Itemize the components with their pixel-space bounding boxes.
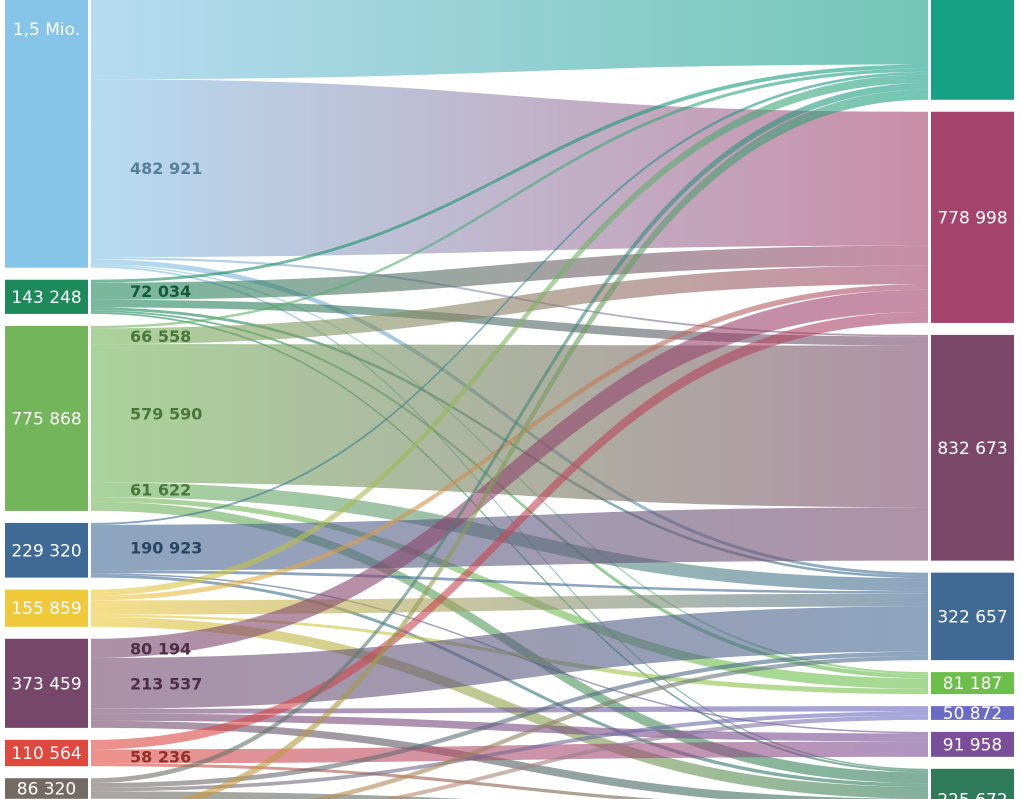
flow-s_darkgreen-t_teal xyxy=(91,64,928,283)
labels-layer: 482 921 72 034 66 558 579 590 61 622 190 923 8… xyxy=(11,20,1007,799)
flow-s_blue-t_plum xyxy=(91,257,928,337)
target-node-t_lime xyxy=(931,672,1014,695)
source-node-label: 86 320 xyxy=(17,780,76,799)
source-node-s_navy xyxy=(5,522,88,578)
flow-s_yellow-t_magenta xyxy=(91,284,928,601)
flow-s_gray-t_steel xyxy=(91,651,928,788)
source-node-label: 373 459 xyxy=(11,674,81,694)
nodes-layer xyxy=(5,0,1014,799)
target-node-label: 50 872 xyxy=(943,704,1002,724)
target-node-label: 832 673 xyxy=(937,439,1007,459)
flow-s_navy-t_forest xyxy=(91,574,928,787)
flow-s_red-t_forest xyxy=(91,763,660,799)
flow-value-label: 61 622 xyxy=(130,481,191,500)
flow-s_orange-t_indigo xyxy=(380,715,928,799)
flow-value-label: 72 034 xyxy=(130,282,191,301)
target-node-t_forest xyxy=(931,768,1014,799)
target-node-t_teal xyxy=(931,0,1014,100)
flow-value-label: 213 537 xyxy=(130,674,202,693)
source-node-s_purple xyxy=(5,638,88,728)
source-node-s_darkgreen xyxy=(5,279,88,314)
source-node-s_red xyxy=(5,739,88,767)
source-node-s_yellow xyxy=(5,589,88,627)
flow-s_gray-t_indigo xyxy=(91,711,928,792)
target-node-t_magenta xyxy=(931,111,1014,323)
flow-s_purple-t_violet xyxy=(91,713,928,742)
flow-value-label: 66 558 xyxy=(130,327,191,346)
source-node-s_green xyxy=(5,325,88,511)
source-node-label: 143 248 xyxy=(11,288,81,308)
target-node-t_violet xyxy=(931,731,1014,757)
target-node-label: 225 672 xyxy=(937,790,1007,799)
flow-s_red-t_magenta xyxy=(91,311,928,750)
flows-layer xyxy=(91,0,928,799)
flow-value-label: 80 194 xyxy=(130,639,191,658)
flow-s_green-t_teal xyxy=(91,68,928,329)
flow-s_gray-t_teal xyxy=(91,82,928,783)
source-node-label: 155 859 xyxy=(11,599,81,619)
target-node-t_steel xyxy=(931,572,1014,661)
target-node-label: 778 998 xyxy=(937,208,1007,228)
flow-s_purple-t_magenta xyxy=(91,289,928,658)
flow-value-label: 190 923 xyxy=(130,539,202,558)
source-node-label: 775 868 xyxy=(11,409,81,429)
flow-s_blue-t_teal xyxy=(91,0,928,80)
flow-s_green-t_magenta xyxy=(91,265,928,345)
source-node-s_gray xyxy=(5,778,88,799)
target-node-t_indigo xyxy=(931,706,1014,720)
flow-value-label: 58 236 xyxy=(130,747,191,766)
flow-s_purple-t_steel xyxy=(91,606,928,709)
flow-s_orange-t_steel xyxy=(309,655,928,799)
target-node-label: 81 187 xyxy=(943,674,1002,694)
flow-s_yellow-t_teal xyxy=(91,74,928,596)
source-node-label: 110 564 xyxy=(11,744,81,764)
source-node-label: 229 320 xyxy=(11,541,81,561)
source-node-s_blue xyxy=(5,0,88,268)
flow-s_darkgreen-t_magenta xyxy=(91,245,928,300)
flow-value-label: 579 590 xyxy=(130,404,202,423)
flow-s_blue-t_magenta xyxy=(91,79,928,258)
target-node-t_plum xyxy=(931,334,1014,561)
target-node-label: 91 958 xyxy=(943,735,1002,755)
flow-s_green-t_plum xyxy=(91,344,928,508)
flow-s_green-t_lime xyxy=(91,497,928,689)
source-node-label: 1,5 Mio. xyxy=(13,20,80,40)
flow-s_navy-t_steel xyxy=(91,570,928,594)
flow-s_navy-t_plum xyxy=(91,507,928,571)
target-node-label: 322 657 xyxy=(937,607,1007,627)
flow-s_gray-t_forest xyxy=(91,791,465,799)
flow-s_navy-t_teal xyxy=(91,71,928,525)
flow-s_purple-t_indigo xyxy=(91,706,928,714)
flow-value-label: 482 921 xyxy=(130,159,202,178)
